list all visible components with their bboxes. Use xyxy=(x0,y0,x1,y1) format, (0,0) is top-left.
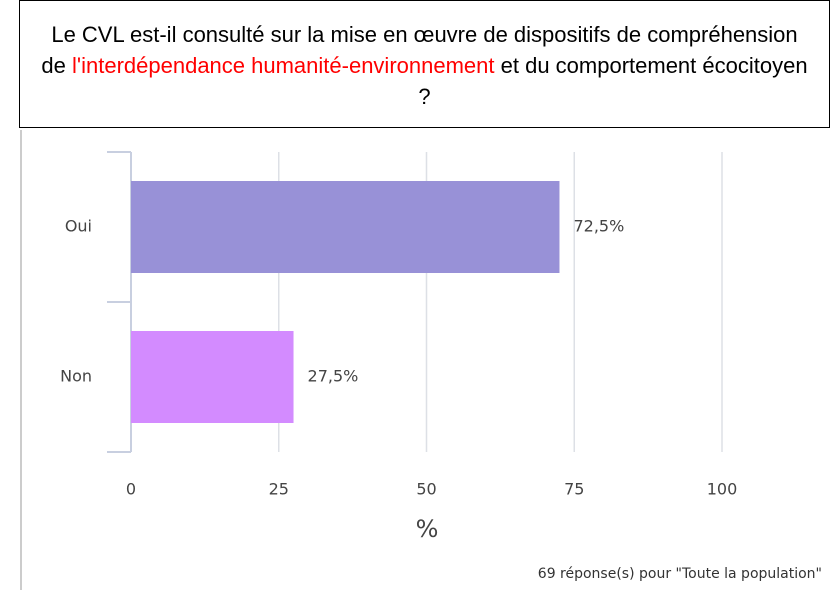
x-tick-label: 25 xyxy=(269,480,289,499)
bar xyxy=(131,331,294,423)
x-tick-label: 0 xyxy=(126,480,136,499)
x-tick-label: 75 xyxy=(564,480,584,499)
x-tick-label: 50 xyxy=(416,480,436,499)
y-tick-label: Non xyxy=(60,367,92,386)
title-part: et du comportement écocitoyen ? xyxy=(418,53,808,109)
y-tick-label: Oui xyxy=(65,217,92,236)
bar xyxy=(131,181,560,273)
x-axis-label: % xyxy=(416,515,439,543)
x-tick-label: 100 xyxy=(707,480,738,499)
value-label: 27,5% xyxy=(308,367,359,386)
value-label: 72,5% xyxy=(573,217,624,236)
chart-title: Le CVL est-il consulté sur la mise en œu… xyxy=(19,0,830,128)
title-highlight: l'interdépendance humanité-environnement xyxy=(72,53,495,78)
title-part: Le CVL est-il consulté sur la mise en œu… xyxy=(41,22,798,78)
footnote: 69 réponse(s) pour "Toute la population" xyxy=(538,566,822,582)
